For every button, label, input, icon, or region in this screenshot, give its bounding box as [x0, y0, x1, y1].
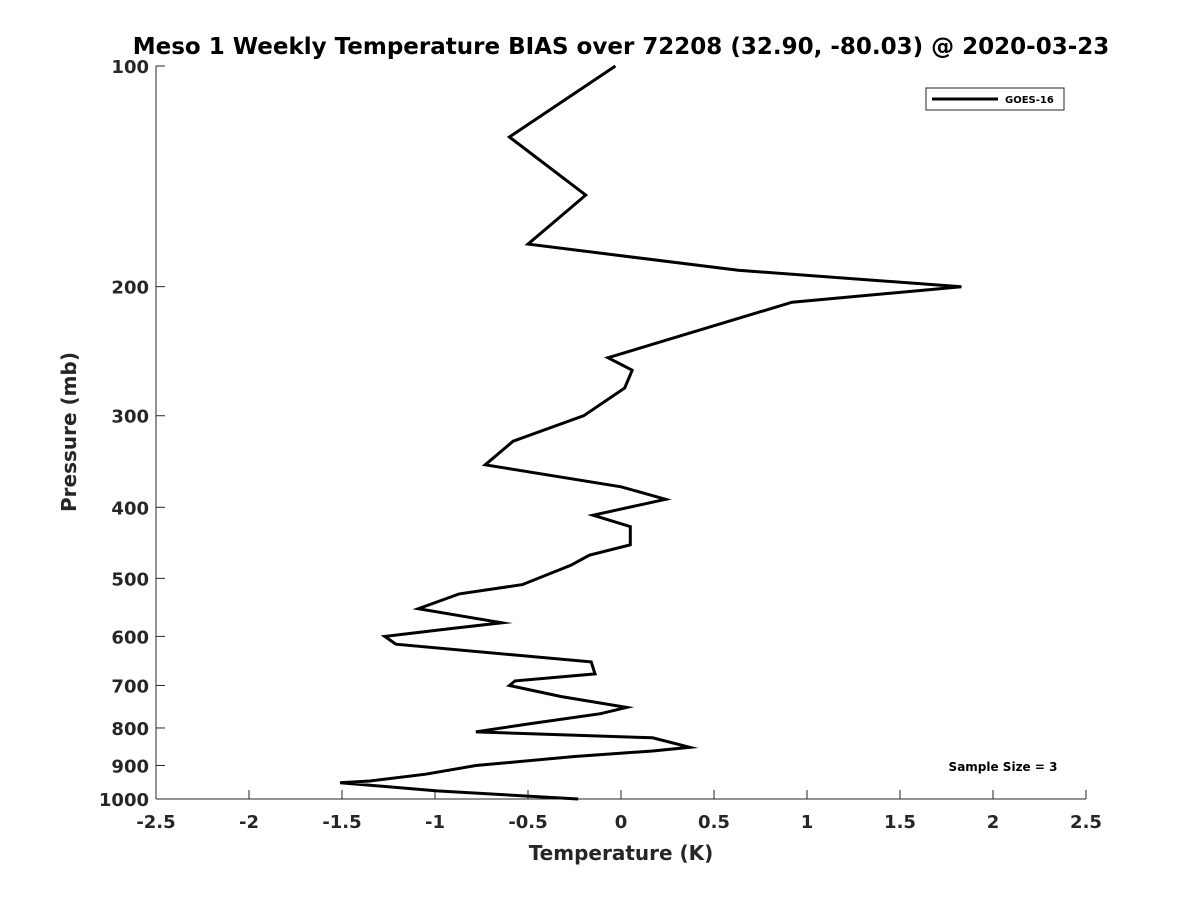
x-ticks: -2.5 -2 -1.5 -1 -0.5 0 0.5 1 1.5 2 2.5 [136, 790, 1102, 833]
chart-title: Meso 1 Weekly Temperature BIAS over 7220… [133, 34, 1110, 60]
sample-size-annotation: Sample Size = 3 [949, 760, 1058, 774]
y-tick-label: 500 [111, 569, 149, 590]
y-tick-label: 300 [111, 407, 149, 428]
y-axis-label: Pressure (mb) [57, 352, 81, 512]
y-tick-label: 100 [111, 57, 149, 78]
y-ticks: 100 200 300 400 500 600 700 800 900 1000 [99, 57, 165, 811]
x-tick-label: -2.5 [136, 812, 175, 833]
y-tick-label: 700 [111, 676, 149, 697]
x-tick-label: 0.5 [698, 812, 730, 833]
series-layer [339, 64, 962, 801]
x-axis-label: Temperature (K) [529, 841, 714, 865]
y-tick-label: 1000 [99, 790, 149, 811]
x-tick-label: 2 [987, 812, 1000, 833]
x-tick-label: 1 [801, 812, 814, 833]
x-tick-label: 1.5 [884, 812, 916, 833]
x-tick-label: 0 [615, 812, 628, 833]
x-tick-label: -2 [239, 812, 259, 833]
x-tick-label: -1.5 [322, 812, 361, 833]
x-tick-label: -1 [425, 812, 445, 833]
y-tick-label: 600 [111, 627, 149, 648]
series-line-goes-16 [339, 64, 962, 801]
x-tick-label: 2.5 [1070, 812, 1102, 833]
y-tick-label: 200 [111, 278, 149, 299]
x-tick-label: -0.5 [508, 812, 547, 833]
y-tick-label: 900 [111, 756, 149, 777]
legend: GOES-16 [925, 87, 1065, 111]
y-tick-label: 400 [111, 498, 149, 519]
y-tick-label: 800 [111, 719, 149, 740]
legend-label-goes-16: GOES-16 [1005, 95, 1054, 106]
